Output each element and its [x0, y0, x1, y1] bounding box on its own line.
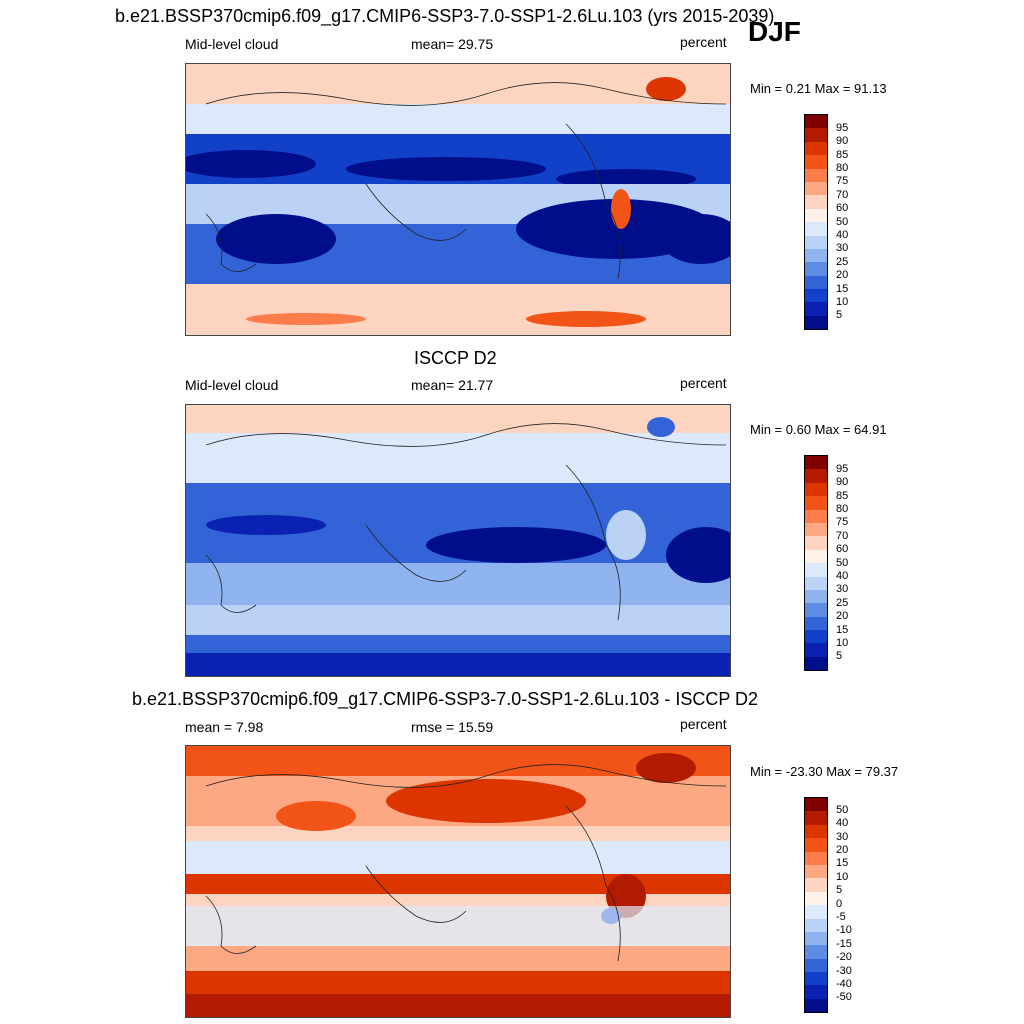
panel3-colorbar-label: -30: [836, 965, 852, 977]
panel2-colorbar-label: 60: [836, 543, 849, 555]
season-label: DJF: [748, 16, 801, 47]
panel2-colorbar-label: 15: [836, 624, 849, 636]
panel3-mean-label: mean = 7.98: [185, 719, 264, 735]
panel2-colorbar-label: 50: [836, 557, 849, 569]
panel1-variable-label: Mid-level cloud: [185, 36, 279, 52]
panel2-colorbar-label: 25: [836, 597, 849, 609]
panel3-colorbar-label: -15: [836, 938, 852, 950]
panel1-colorbar-label: 80: [836, 162, 849, 174]
panel3-colorbar-label: -20: [836, 951, 852, 963]
panel3-colorbar: [804, 797, 828, 1013]
panel3-colorbar-label: 0: [836, 898, 843, 910]
panel3-colorbar-label: 15: [836, 857, 849, 869]
panel2-minmax: Min = 0.60 Max = 64.91: [750, 422, 887, 437]
panel1-colorbar-label: 40: [836, 229, 849, 241]
panel3-colorbar-label: -5: [836, 911, 846, 923]
panel3-colorbar-label: 5: [836, 884, 843, 896]
panel3-colorbar-label: 50: [836, 804, 849, 816]
panel2-colorbar-label: 40: [836, 570, 849, 582]
panel1-colorbar-label: 70: [836, 189, 849, 201]
panel1-colorbar-label: 50: [836, 216, 849, 228]
panel1-mean-label: mean= 29.75: [411, 36, 494, 52]
panel1-minmax: Min = 0.21 Max = 91.13: [750, 81, 887, 96]
panel3-colorbar-label: 40: [836, 817, 849, 829]
panel2-mean-label: mean= 21.77: [411, 377, 494, 393]
panel3-rmse-label: rmse = 15.59: [411, 719, 494, 735]
panel1-colorbar-label: 95: [836, 122, 849, 134]
panel2-variable-label: Mid-level cloud: [185, 377, 279, 393]
panel2-colorbar-label: 20: [836, 610, 849, 622]
panel3-colorbar-label: 30: [836, 831, 849, 843]
panel2-colorbar-label: 70: [836, 530, 849, 542]
panel3-colorbar-label: -50: [836, 991, 852, 1003]
panel1-colorbar-label: 30: [836, 242, 849, 254]
panel3-colorbar-label: 20: [836, 844, 849, 856]
panel1-colorbar: [804, 114, 828, 330]
panel3-map: [185, 745, 731, 1018]
panel2-units-label: percent: [680, 375, 727, 391]
panel3-colorbar-label: 10: [836, 871, 849, 883]
panel2-colorbar-label: 80: [836, 503, 849, 515]
panel3-title: b.e21.BSSP370cmip6.f09_g17.CMIP6-SSP3-7.…: [132, 689, 759, 709]
panel1-colorbar-label: 10: [836, 296, 849, 308]
panel3-colorbar-label: -40: [836, 978, 852, 990]
panel2-colorbar-label: 10: [836, 637, 849, 649]
panel1-colorbar-label: 25: [836, 256, 849, 268]
panel1-colorbar-label: 90: [836, 135, 849, 147]
panel1-map: [185, 63, 731, 336]
panel2-colorbar-label: 5: [836, 650, 843, 662]
panel1-colorbar-label: 15: [836, 283, 849, 295]
panel3-units-label: percent: [680, 716, 727, 732]
panel2-colorbar: [804, 455, 828, 671]
panel1-units-label: percent: [680, 34, 727, 50]
panel2-colorbar-label: 90: [836, 476, 849, 488]
panel2-title: ISCCP D2: [414, 348, 497, 368]
panel1-colorbar-label: 85: [836, 149, 849, 161]
panel1-colorbar-label: 60: [836, 202, 849, 214]
panel2-map: [185, 404, 731, 677]
panel2-colorbar-label: 85: [836, 490, 849, 502]
panel1-colorbar-label: 75: [836, 175, 849, 187]
panel1-colorbar-label: 20: [836, 269, 849, 281]
panel3-minmax: Min = -23.30 Max = 79.37: [750, 764, 899, 779]
panel2-colorbar-label: 30: [836, 583, 849, 595]
panel2-colorbar-label: 75: [836, 516, 849, 528]
panel1-title: b.e21.BSSP370cmip6.f09_g17.CMIP6-SSP3-7.…: [115, 6, 775, 26]
panel3-colorbar-label: -10: [836, 924, 852, 936]
panel2-colorbar-label: 95: [836, 463, 849, 475]
panel1-colorbar-label: 5: [836, 309, 843, 321]
